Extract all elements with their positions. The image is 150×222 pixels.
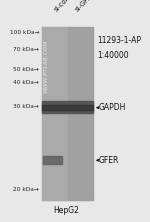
Text: 40 kDa→: 40 kDa→ xyxy=(13,80,39,85)
Bar xyxy=(42,105,93,110)
Text: si-control: si-control xyxy=(53,0,79,12)
Text: WWW.PTLAB.COM: WWW.PTLAB.COM xyxy=(43,40,48,93)
Text: GFER: GFER xyxy=(98,156,119,165)
Text: 100 kDa→: 100 kDa→ xyxy=(10,30,39,35)
Bar xyxy=(43,156,62,164)
Text: 30 kDa→: 30 kDa→ xyxy=(13,104,39,109)
Text: 11293-1-AP: 11293-1-AP xyxy=(98,36,141,45)
Text: 70 kDa→: 70 kDa→ xyxy=(13,48,39,52)
Text: 20 kDa→: 20 kDa→ xyxy=(13,187,39,192)
Text: si-GFER: si-GFER xyxy=(74,0,96,12)
Bar xyxy=(68,27,93,200)
Text: 1:40000: 1:40000 xyxy=(98,51,129,60)
Text: GAPDH: GAPDH xyxy=(98,103,126,112)
Bar xyxy=(42,101,93,113)
Text: HepG2: HepG2 xyxy=(53,206,79,215)
Bar xyxy=(42,27,93,200)
Bar xyxy=(42,27,68,200)
Text: 50 kDa→: 50 kDa→ xyxy=(13,67,39,72)
